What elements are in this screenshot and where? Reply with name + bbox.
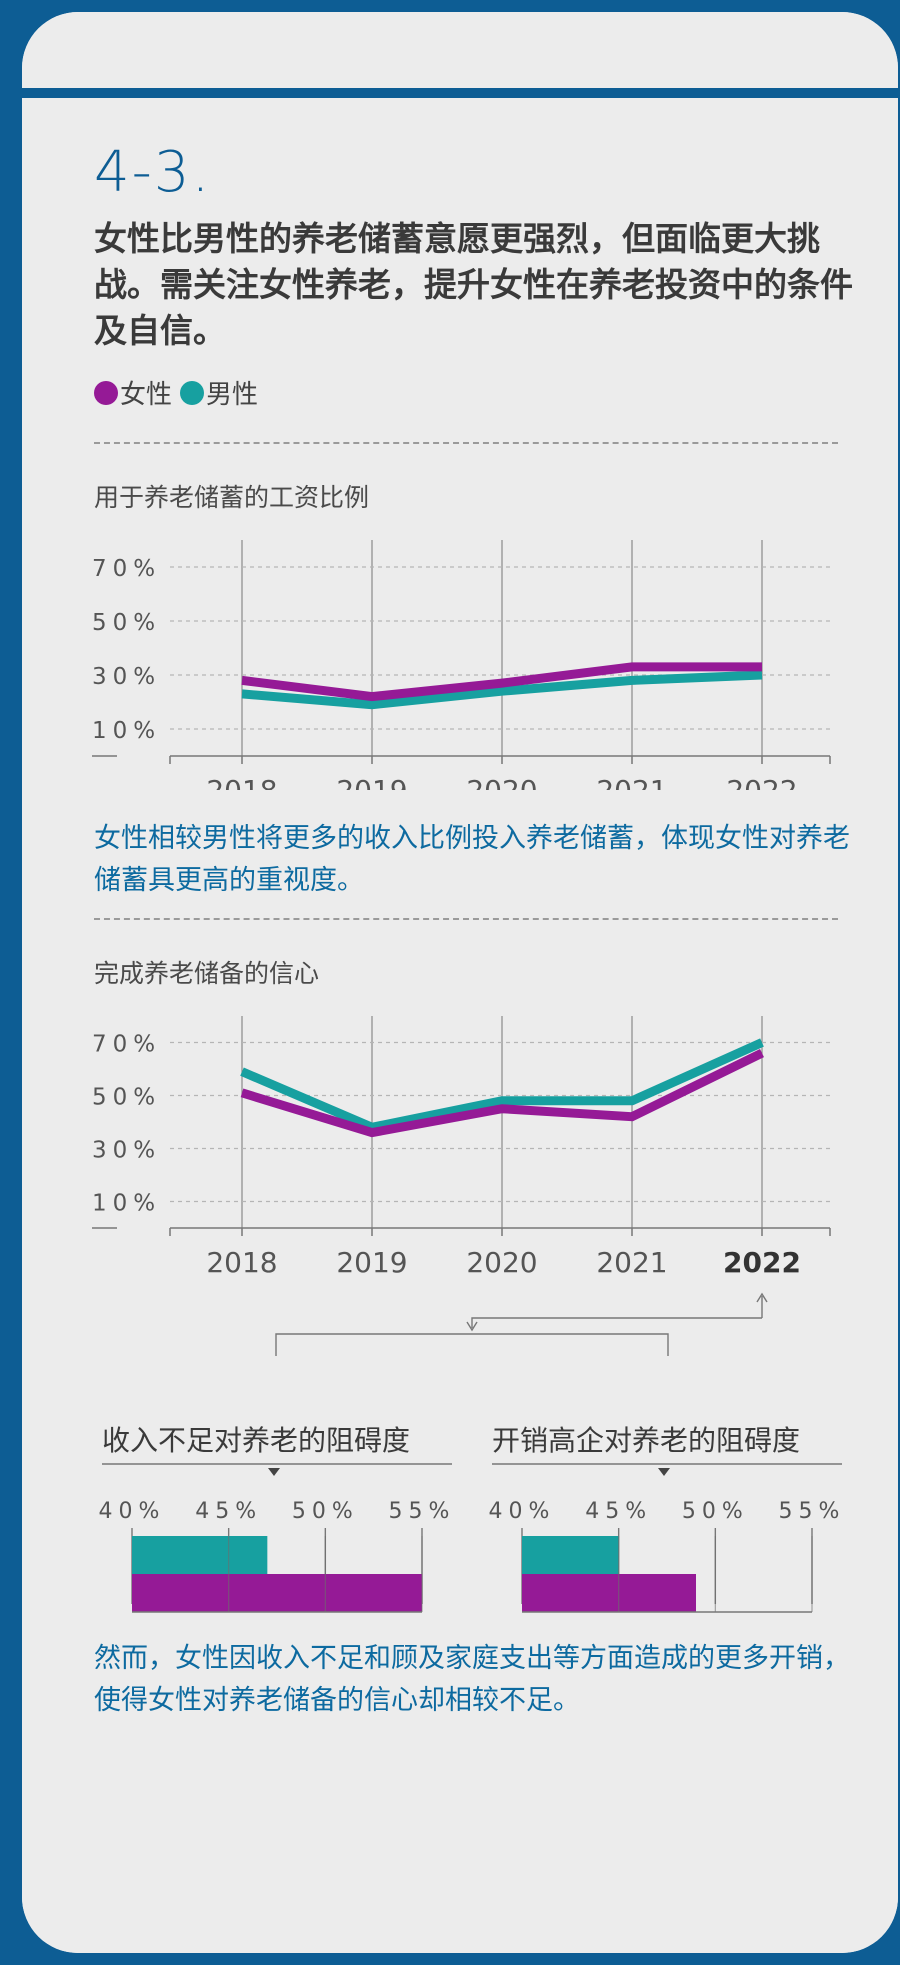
top-band bbox=[22, 12, 898, 98]
bar-female-income bbox=[132, 1574, 422, 1612]
bar-tick-label: 50% bbox=[682, 1499, 749, 1524]
card: 4-3. 女性比男性的养老储蓄意愿更强烈，但面临更大挑战。需关注女性养老，提升女… bbox=[22, 12, 898, 1953]
divider bbox=[94, 918, 838, 920]
salary-chart-title: 用于养老储蓄的工资比例 bbox=[94, 483, 370, 512]
legend-female-label: 女性 bbox=[120, 380, 173, 410]
series-line-female bbox=[241, 662, 762, 702]
y-tick-label: 10% bbox=[92, 1191, 161, 1217]
legend-item-male: 男性 bbox=[180, 374, 258, 411]
pointer-triangle-icon bbox=[658, 1468, 670, 1476]
pointer-triangle-icon bbox=[268, 1468, 280, 1476]
bar-chart-title-income: 收入不足对养老的阻碍度 bbox=[102, 1424, 410, 1457]
section-number: 4-3. bbox=[94, 140, 212, 205]
x-tick-label: 2019 bbox=[336, 774, 407, 790]
barrier-bar-charts: 收入不足对养老的阻碍度 40% 45% 50% 55% 开销高企对养老的阻碍度 40% 45%… bbox=[99, 1424, 846, 1613]
y-tick-label: 30% bbox=[92, 664, 161, 690]
salary-line-chart: 70% 50% 30% 10% 2018 2019 2020 2021 2022 bbox=[92, 540, 831, 790]
y-tick-label: 50% bbox=[92, 610, 161, 636]
x-tick-label: 2022 bbox=[726, 774, 797, 790]
legend-item-female: 女性 bbox=[94, 374, 172, 411]
outer-frame: 4-3. 女性比男性的养老储蓄意愿更强烈，但面临更大挑战。需关注女性养老，提升女… bbox=[10, 0, 898, 1965]
bar-male-spending bbox=[522, 1536, 619, 1574]
legend-male-label: 男性 bbox=[206, 380, 259, 410]
series-line-male bbox=[241, 670, 763, 710]
x-tick-label: 2021 bbox=[596, 1246, 667, 1279]
confidence-caption: 然而，女性因收入不足和顾及家庭支出等方面造成的更多开销，使得女性对养老储备的信心… bbox=[94, 1643, 850, 1716]
bar-tick-label: 55% bbox=[389, 1499, 456, 1524]
y-tick-label: 30% bbox=[92, 1138, 161, 1164]
bar-tick-label: 40% bbox=[99, 1499, 166, 1524]
bar-tick-label: 45% bbox=[585, 1499, 652, 1524]
y-tick-label: 10% bbox=[92, 718, 161, 744]
bar-tick-label: 50% bbox=[292, 1499, 359, 1524]
legend: 女性 男性 bbox=[94, 374, 266, 411]
x-tick-label: 2020 bbox=[466, 1246, 537, 1279]
x-tick-label: 2022 bbox=[723, 1246, 801, 1279]
content-area: 4-3. 女性比男性的养老储蓄意愿更强烈，但面临更大挑战。需关注女性养老，提升女… bbox=[22, 98, 898, 1953]
female-dot-icon bbox=[94, 380, 118, 405]
x-tick-label: 2018 bbox=[206, 774, 277, 790]
x-tick-label: 2019 bbox=[336, 1246, 407, 1279]
arrow-down-icon bbox=[466, 1321, 478, 1332]
bar-female-spending bbox=[522, 1574, 696, 1612]
confidence-line-chart: 70% 50% 30% 10% 2018 2019 2020 2021 2022 bbox=[92, 1016, 831, 1356]
male-dot-icon bbox=[180, 380, 205, 405]
confidence-chart-title: 完成养老储备的信心 bbox=[94, 959, 320, 988]
series-line-female bbox=[240, 1049, 764, 1138]
x-tick-label: 2020 bbox=[466, 774, 537, 790]
connector-line bbox=[471, 1317, 762, 1328]
bar-male-income bbox=[132, 1536, 268, 1574]
bracket-line bbox=[275, 1333, 669, 1356]
series-line-male bbox=[240, 1038, 764, 1132]
x-tick-label: 2018 bbox=[206, 1246, 277, 1279]
bar-tick-label: 40% bbox=[489, 1499, 556, 1524]
y-tick-label: 70% bbox=[92, 556, 161, 582]
bar-tick-label: 45% bbox=[195, 1499, 262, 1524]
x-tick-label: 2021 bbox=[596, 774, 667, 790]
y-tick-label: 50% bbox=[92, 1085, 161, 1111]
arrow-up-icon bbox=[756, 1292, 768, 1303]
bar-tick-label: 55% bbox=[779, 1499, 846, 1524]
headline: 女性比男性的养老储蓄意愿更强烈，但面临更大挑战。需关注女性养老，提升女性在养老投… bbox=[94, 219, 853, 350]
y-tick-label: 70% bbox=[92, 1032, 161, 1058]
salary-caption: 女性相较男性将更多的收入比例投入养老储蓄，体现女性对养老储蓄具更高的重视度。 bbox=[94, 823, 850, 896]
bar-chart-title-spending: 开销高企对养老的阻碍度 bbox=[492, 1424, 800, 1457]
divider bbox=[94, 442, 838, 444]
